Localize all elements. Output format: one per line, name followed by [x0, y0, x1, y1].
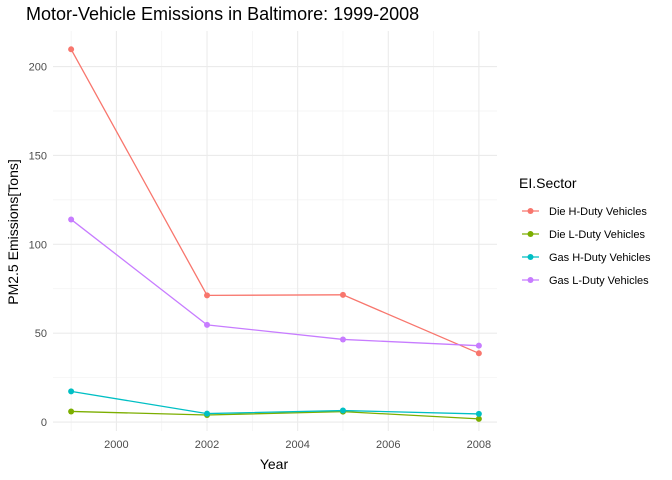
legend: EI.Sector Die H-Duty Vehicles Die L-Duty … — [519, 175, 651, 287]
x-tick-label: 2006 — [376, 439, 400, 451]
y-tick-label: 100 — [29, 239, 47, 251]
legend-title: EI.Sector — [519, 175, 577, 191]
legend-label: Die H-Duty Vehicles — [549, 206, 647, 218]
series-points — [68, 46, 482, 422]
data-point — [68, 388, 75, 395]
data-point — [475, 415, 482, 422]
x-tick-label: 2008 — [467, 439, 491, 451]
x-tick-labels: 2000 2002 2004 2006 2008 — [104, 439, 491, 451]
x-tick-label: 2002 — [195, 439, 219, 451]
data-point — [475, 410, 482, 417]
legend-key-point — [527, 208, 534, 214]
data-point — [339, 407, 346, 414]
legend-items: Die H-Duty Vehicles Die L-Duty Vehicles Ga… — [522, 206, 651, 287]
data-point — [204, 321, 211, 328]
chart-title: Motor-Vehicle Emissions in Baltimore: 19… — [26, 4, 419, 24]
data-point — [68, 408, 75, 415]
legend-key-point — [527, 277, 534, 283]
x-tick-label: 2004 — [285, 439, 309, 451]
data-point — [475, 342, 482, 349]
legend-label: Gas H-Duty Vehicles — [549, 252, 651, 264]
series-line — [70, 218, 479, 347]
series-line — [71, 410, 479, 420]
data-point — [475, 350, 482, 357]
series-line — [71, 390, 479, 415]
data-point — [204, 292, 211, 299]
x-axis-title: Year — [260, 456, 289, 472]
y-tick-labels: 0 50 100 150 200 — [29, 62, 47, 430]
y-axis-title: PM2.5 Emissions[Tons] — [5, 159, 21, 305]
legend-label: Gas L-Duty Vehicles — [549, 275, 649, 287]
y-tick-label: 0 — [41, 417, 47, 429]
legend-key-point — [527, 231, 534, 237]
data-point — [339, 291, 346, 298]
series-lines — [70, 48, 480, 420]
grid — [53, 31, 497, 431]
y-tick-label: 150 — [29, 150, 47, 162]
y-tick-label: 200 — [29, 62, 47, 74]
x-tick-label: 2000 — [104, 439, 128, 451]
legend-key-point — [527, 254, 534, 260]
data-point — [68, 46, 75, 53]
legend-label: Die L-Duty Vehicles — [549, 229, 645, 241]
y-tick-label: 50 — [35, 328, 47, 340]
data-point — [339, 336, 346, 343]
series-line — [70, 48, 480, 354]
data-point — [204, 410, 211, 417]
data-point — [68, 216, 75, 223]
